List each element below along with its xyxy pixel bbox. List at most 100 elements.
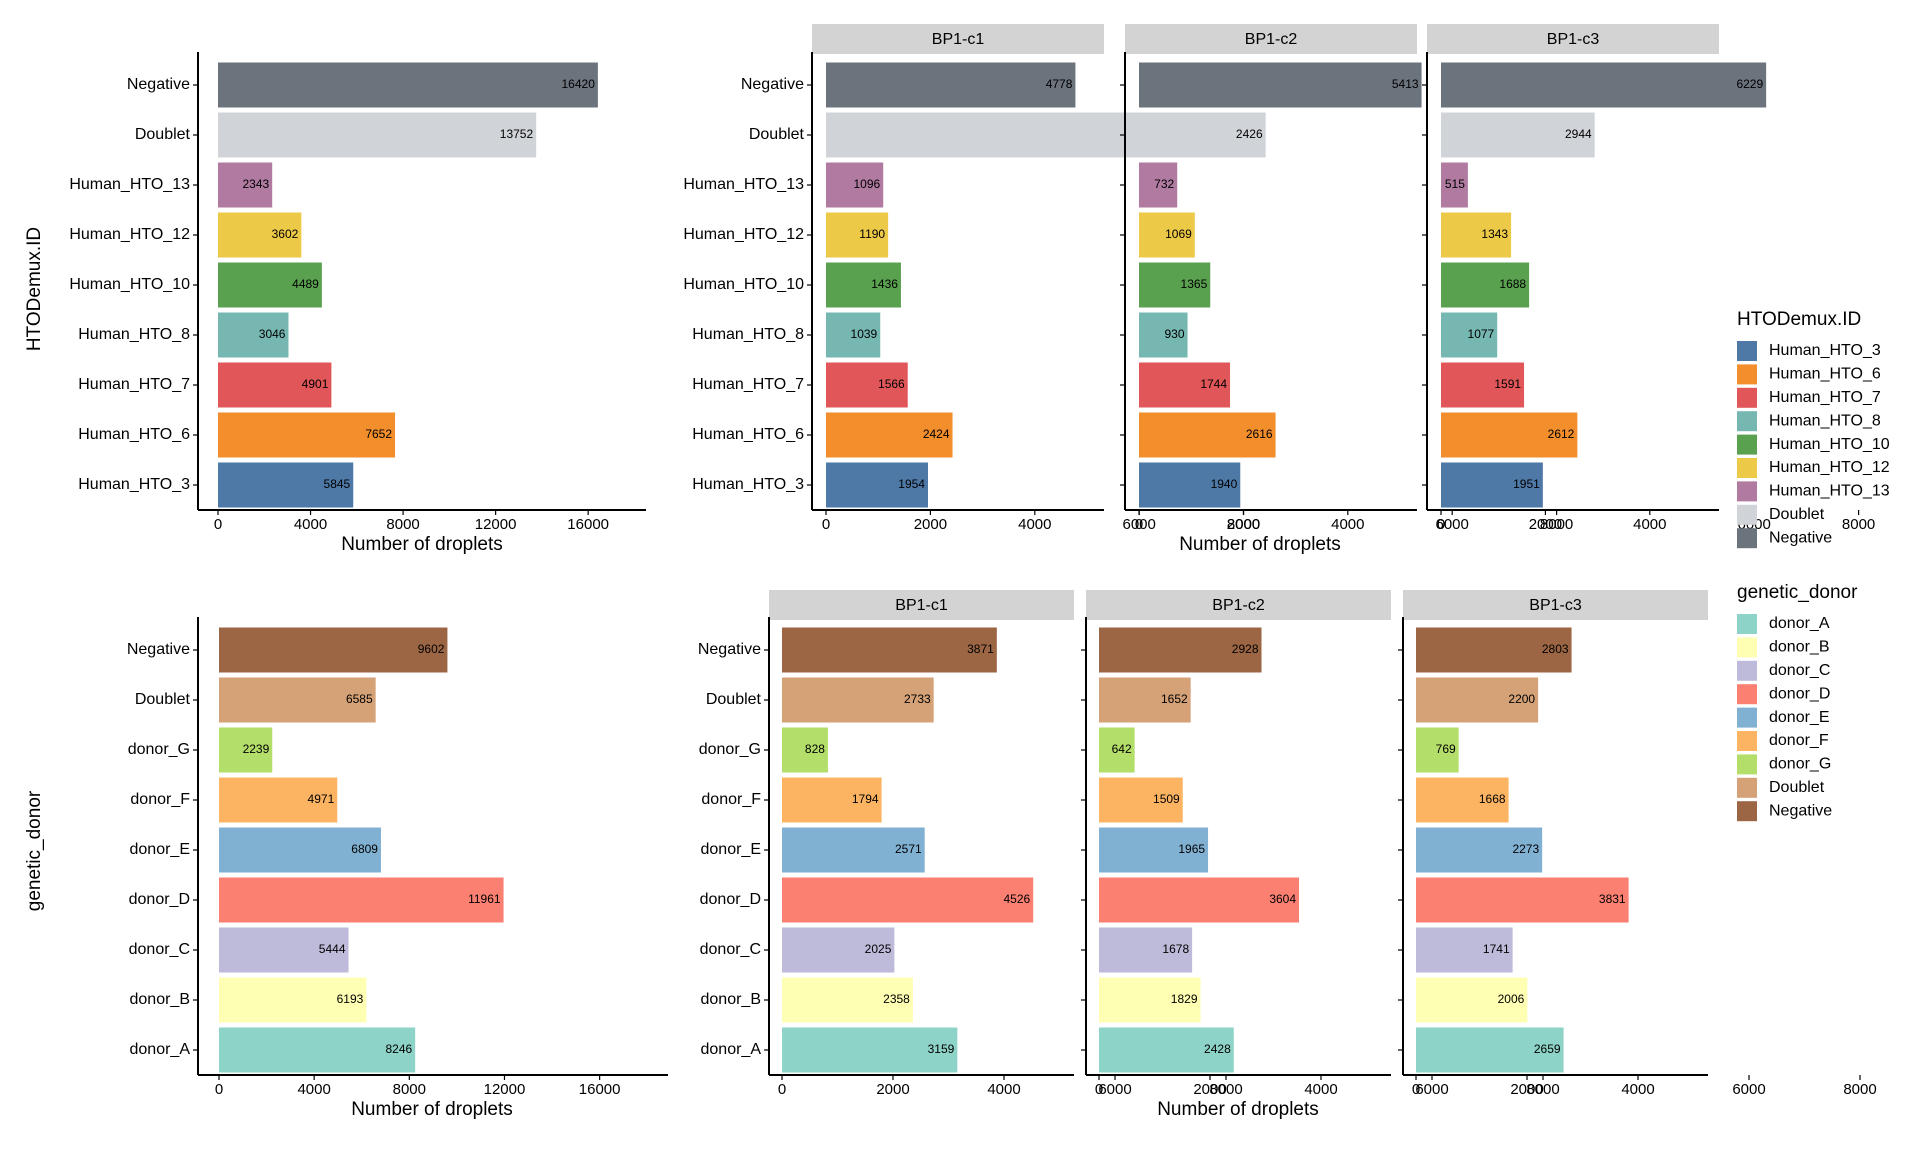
donor-total-bar-donor_A [219,1027,416,1073]
hto-BP1-c2-bar-Doublet [1139,112,1266,158]
donor-BP1-c2-value-label-Negative: 2928 [1232,642,1259,656]
hto-BP1-c2-bar-Human_HTO_7 [1139,362,1231,408]
hto-BP1-c3-value-label-Negative: 6229 [1736,77,1763,91]
donor-BP1-c1-bar-donor_B [782,977,913,1023]
hto-total-value-label-Doublet: 13752 [500,127,534,141]
hto-total-value-label-Human_HTO_6: 7652 [365,427,392,441]
donor-BP1-c3-bar-donor_G [1416,727,1459,773]
hto-BP1-c2-value-label-Human_HTO_3: 1940 [1211,477,1238,491]
hto-total-ytick-label-Human_HTO_3: Human_HTO_3 [78,476,190,493]
donor-total-bar-donor_E [219,827,381,873]
hto-BP1-c1-bar-Human_HTO_3 [826,462,928,508]
hto-legend-swatch-Human_HTO_13 [1737,481,1757,502]
hto-total-x-axis-title: Number of droplets [341,534,503,555]
donor-BP1-c3-xtick-label-8000: 8000 [1843,1081,1876,1098]
donor-BP1-c2-bar-donor_A [1099,1027,1234,1073]
donor-BP1-c3-xtick-label-4000: 4000 [1621,1081,1654,1098]
hto-legend-label-Negative: Negative [1769,529,1832,546]
hto-BP1-c1-bar-Human_HTO_6 [826,412,953,458]
donor-total-value-label-donor_F: 4971 [308,792,335,806]
donor-total-value-label-donor_C: 5444 [319,942,346,956]
hto-BP1-c2-value-label-Human_HTO_12: 1069 [1165,227,1192,241]
hto-BP1-c3-value-label-Human_HTO_12: 1343 [1481,227,1508,241]
hto-BP1-c2-strip-label: BP1-c2 [1245,31,1298,48]
hto-total-xtick-label-4000: 4000 [294,516,327,533]
donor-BP1-c1-bar-donor_A [782,1027,958,1073]
donor-BP1-c1-xtick-label-4000: 4000 [987,1081,1020,1098]
donor-BP1-c3-xtick-label-0: 0 [1412,1081,1420,1098]
donor-BP1-c1-ytick-label-Doublet: Doublet [706,691,762,708]
hto-legend-label-Human_HTO_12: Human_HTO_12 [1769,459,1890,476]
hto-BP1-c1-value-label-Negative: 4778 [1046,77,1073,91]
donor-legend-swatch-Negative [1737,801,1757,822]
donor-BP1-c2-strip [1086,590,1391,620]
donor-legend-swatch-Doublet [1737,777,1757,798]
donor-BP1-c2-bar-donor_B [1099,977,1201,1023]
hto-BP1-c2-bar-Negative [1139,62,1422,108]
hto-BP1-c3-xtick-label-4000: 4000 [1633,516,1666,533]
donor-BP1-c3-xtick-label-2000: 2000 [1510,1081,1543,1098]
donor-total-y-axis-title: genetic_donor [24,790,45,911]
hto-BP1-c1-ytick-label-Human_HTO_7: Human_HTO_7 [692,376,804,393]
donor-BP1-c1-xtick-label-6000: 6000 [1098,1081,1131,1098]
hto-BP1-c1-xtick-label-8000: 8000 [1227,516,1260,533]
hto-total-bar-Human_HTO_13 [218,162,273,208]
donor-legend-label-donor_B: donor_B [1769,639,1830,656]
hto-total-ytick-label-Human_HTO_6: Human_HTO_6 [78,426,190,443]
donor-BP1-c3-bar-donor_B [1416,977,1528,1023]
donor-BP1-c3-strip-label: BP1-c3 [1529,597,1582,614]
donor-BP1-c3-bar-Negative [1416,627,1572,673]
donor-legend-label-donor_D: donor_D [1769,685,1830,702]
donor-total-value-label-donor_D: 11961 [468,892,501,906]
hto-legend-swatch-Negative [1737,528,1757,549]
donor-BP1-c1-xtick-label-8000: 8000 [1209,1081,1242,1098]
hto-total-bar-Human_HTO_3 [218,462,354,508]
hto-BP1-c1-value-label-Human_HTO_12: 1190 [859,227,885,241]
donor-BP1-c2-strip-label: BP1-c2 [1212,597,1265,614]
donor-BP1-c2-value-label-donor_G: 642 [1112,742,1132,756]
hto-legend-label-Human_HTO_10: Human_HTO_10 [1769,436,1890,453]
hto-total-bar-Human_HTO_10 [218,262,322,308]
donor-BP1-c2-bar-donor_D [1099,877,1300,923]
hto-BP1-c2-value-label-Human_HTO_6: 2616 [1246,427,1273,441]
hto-BP1-c1-value-label-Human_HTO_13: 1096 [854,177,881,191]
donor-BP1-c1-value-label-donor_D: 4526 [1003,892,1030,906]
donor-total-xtick-label-8000: 8000 [393,1081,426,1098]
donor-legend-swatch-donor_G [1737,754,1757,775]
hto-BP1-c3-bar-Human_HTO_10 [1441,262,1530,308]
donor-total-panel: 9602 Negative 6585 Doublet 2239 donor_G 4971 do… [24,617,668,1120]
hto-BP1-c1-xtick-label-4000: 4000 [1018,516,1051,533]
hto-total-ytick-label-Human_HTO_12: Human_HTO_12 [69,226,190,243]
donor-total-ytick-label-Doublet: Doublet [135,691,191,708]
donor-BP1-c3-value-label-Negative: 2803 [1542,642,1569,656]
donor-BP1-c3-bar-Doublet [1416,677,1539,723]
donor-BP1-c3-strip [1403,590,1708,620]
donor-total-bar-donor_D [219,877,504,923]
donor-legend-label-donor_E: donor_E [1769,709,1830,726]
donor-BP1-c1-value-label-donor_F: 1794 [852,792,879,806]
donor-total-bar-donor_C [219,927,349,973]
hto-BP1-c2-bar-Human_HTO_12 [1139,212,1195,258]
donor-legend-label-donor_G: donor_G [1769,756,1831,773]
donor-total-x-axis-title: Number of droplets [351,1099,513,1120]
donor-total-xtick-label-0: 0 [215,1081,223,1098]
hto-legend-swatch-Human_HTO_8 [1737,411,1757,432]
hto-total-xtick-label-0: 0 [214,516,222,533]
donor-BP1-c1-bar-Doublet [782,677,934,723]
hto-total-value-label-Human_HTO_12: 3602 [272,227,299,241]
donor-BP1-c1-value-label-Doublet: 2733 [904,692,931,706]
donor-BP1-c2-value-label-donor_D: 3604 [1269,892,1296,906]
hto-legend-swatch-Doublet [1737,504,1757,525]
hto-BP1-c3-xtick-label-2000: 2000 [1529,516,1562,533]
hto-total-ytick-label-Negative: Negative [127,76,190,93]
hto-total-value-label-Human_HTO_13: 2343 [243,177,270,191]
donor-BP1-c3-value-label-donor_C: 1741 [1483,942,1510,956]
donor-total-value-label-Negative: 9602 [418,642,445,656]
donor-legend-label-Doublet: Doublet [1769,779,1825,796]
donor-facet-panels: BP1-c1 3871 Negative 2733 Doublet 828 donor_G 1… [698,590,1877,1120]
donor-legend-swatch-donor_A [1737,614,1757,634]
hto-total-value-label-Human_HTO_8: 3046 [259,327,286,341]
hto-BP1-c1-value-label-Human_HTO_3: 1954 [898,477,925,491]
hto-BP1-c2-bar-Human_HTO_3 [1139,462,1241,508]
